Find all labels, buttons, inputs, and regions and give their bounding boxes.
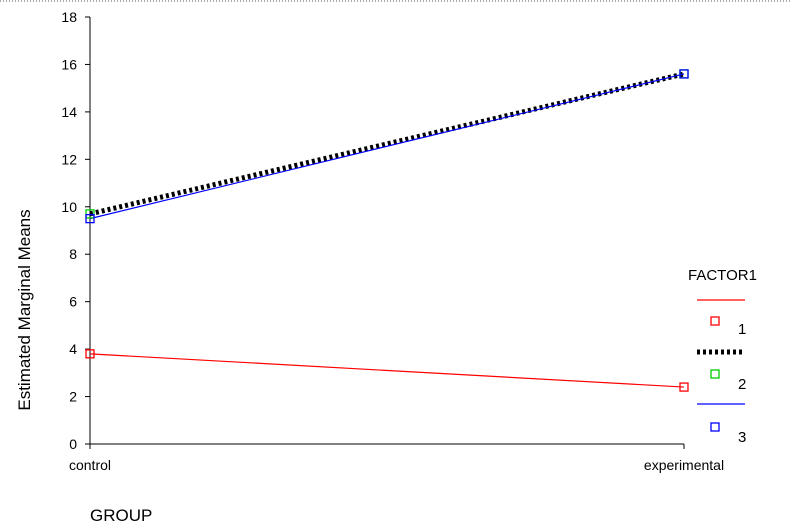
legend-marker-1 (710, 316, 720, 326)
series-3-marker (85, 213, 95, 224)
x-axis-title: GROUP (90, 506, 152, 525)
legend-marker-3 (710, 422, 720, 432)
y-tick-label: 0 (69, 436, 77, 452)
y-axis-title: Estimated Marginal Means (15, 209, 34, 410)
series-1-marker (679, 382, 689, 392)
y-tick-label: 14 (61, 104, 77, 120)
y-tick-label: 6 (69, 294, 77, 310)
series-3-line (89, 73, 685, 220)
legend-marker-2 (710, 369, 720, 379)
series-3-marker (679, 69, 689, 79)
series-2-marker (85, 209, 95, 219)
y-tick-label: 18 (61, 9, 77, 25)
series-2-line (89, 71, 685, 217)
series-group (85, 69, 689, 392)
legend-label-1: 1 (738, 321, 746, 338)
legend-label-2: 2 (738, 376, 746, 393)
y-tick-label: 4 (69, 341, 77, 357)
y-tick-label: 16 (61, 56, 77, 72)
y-tick-label: 12 (61, 151, 77, 167)
y-tick-label: 2 (69, 389, 77, 405)
y-tick-label: 8 (69, 246, 77, 262)
y-tick-label: 10 (61, 199, 77, 215)
axes: 0 2 4 6 8 10 12 14 16 18 control experimental (61, 9, 724, 473)
x-tick-label: experimental (644, 457, 724, 473)
series-1-line (89, 353, 685, 388)
legend: FACTOR1 1 2 3 (688, 267, 757, 446)
x-tick-label: control (69, 457, 111, 473)
legend-title: FACTOR1 (688, 267, 757, 284)
series-1-marker (85, 349, 95, 359)
legend-label-3: 3 (738, 429, 746, 446)
